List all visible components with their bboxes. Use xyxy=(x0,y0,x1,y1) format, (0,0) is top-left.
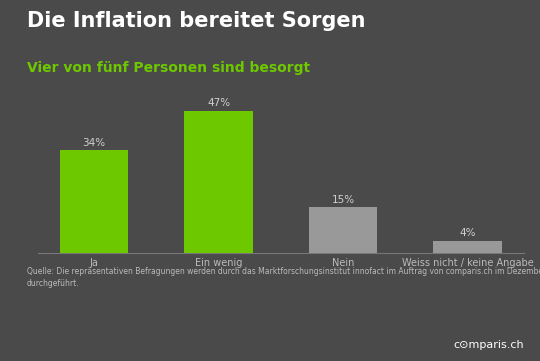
Text: Quelle: Die repräsentativen Befragungen werden durch das Marktforschungsinstitut: Quelle: Die repräsentativen Befragungen … xyxy=(27,267,540,288)
Text: Vier von fünf Personen sind besorgt: Vier von fünf Personen sind besorgt xyxy=(27,61,310,75)
Text: 15%: 15% xyxy=(332,195,355,205)
Bar xyxy=(433,241,502,253)
Text: 4%: 4% xyxy=(459,228,476,238)
Text: 34%: 34% xyxy=(83,138,106,148)
Text: Die Inflation bereitet Sorgen: Die Inflation bereitet Sorgen xyxy=(27,11,366,31)
Text: c⊙mparis.ch: c⊙mparis.ch xyxy=(453,340,524,350)
Bar xyxy=(60,150,129,253)
Bar xyxy=(184,111,253,253)
Bar xyxy=(309,208,377,253)
Text: 47%: 47% xyxy=(207,99,230,108)
